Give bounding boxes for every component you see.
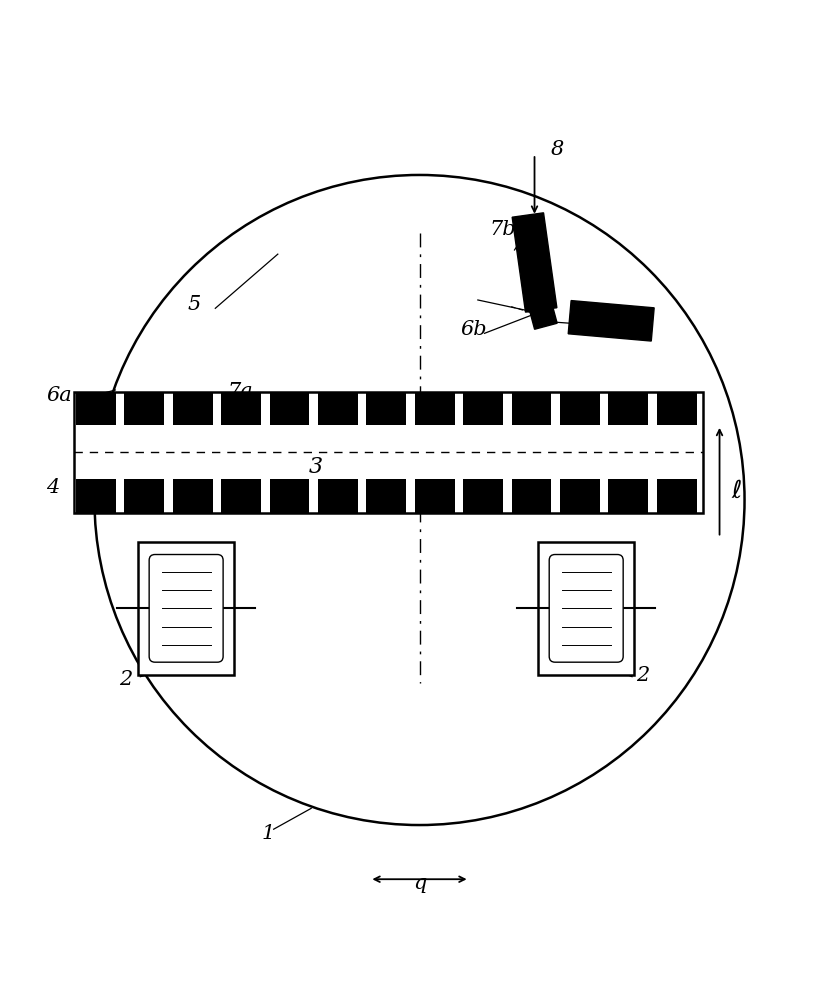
Bar [76,479,116,513]
Bar [173,392,212,425]
Bar [560,479,600,513]
Polygon shape [568,301,654,341]
Bar [463,392,503,425]
Text: 2: 2 [119,670,133,689]
Polygon shape [529,301,557,329]
Bar [269,479,310,513]
FancyBboxPatch shape [149,555,223,662]
Text: 6b: 6b [461,320,487,339]
Bar [414,392,455,425]
Bar [221,392,261,425]
Text: 1: 1 [261,824,274,843]
Text: 7b: 7b [489,220,516,239]
Text: 8: 8 [550,140,564,159]
Bar [608,479,649,513]
Polygon shape [512,213,557,312]
Bar [463,479,503,513]
Bar [367,392,406,425]
Text: 6a: 6a [47,386,72,405]
Text: q: q [413,874,426,893]
Text: 2: 2 [636,666,649,685]
Text: 5: 5 [188,295,201,314]
Bar [560,392,600,425]
Bar [173,479,212,513]
Text: 3: 3 [308,456,322,478]
Bar [138,542,234,675]
Bar [318,479,357,513]
Text: $\ell$: $\ell$ [731,480,742,503]
Bar [269,392,310,425]
Bar [414,479,455,513]
Bar [124,479,164,513]
Bar [367,479,406,513]
Bar [512,392,551,425]
Bar [76,392,116,425]
FancyBboxPatch shape [550,555,623,662]
Text: 7a: 7a [227,382,253,401]
Bar [74,392,703,513]
Bar [539,542,634,675]
Bar [512,479,551,513]
Text: 4: 4 [46,478,60,497]
Bar [657,479,696,513]
Bar [318,392,357,425]
Bar [608,392,649,425]
Bar [657,392,696,425]
Bar [124,392,164,425]
Bar [221,479,261,513]
